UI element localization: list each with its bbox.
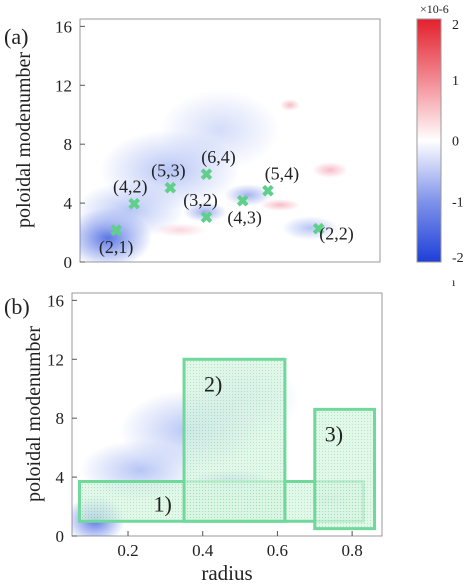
region-label: 2) — [204, 371, 222, 396]
mode-label: (2,1) — [99, 237, 134, 258]
mode-label: (4,3) — [227, 208, 262, 229]
panel-b-ylabel: poloidal modenumber — [23, 326, 45, 502]
mode-label: (5,4) — [265, 163, 300, 184]
y-tick-label: 8 — [64, 135, 73, 154]
y-tick-label: 0 — [64, 253, 73, 272]
y-tick-label: 4 — [64, 194, 73, 213]
mode-marker: ✖ — [164, 180, 177, 197]
colorbar-tick-label: 1 — [452, 74, 459, 89]
colorbar-tick-label: -2 — [452, 251, 464, 266]
heat-blob — [282, 216, 338, 240]
colorbar-scale — [416, 18, 442, 263]
panel-a-ylabel: poloidal modenumber — [13, 52, 35, 228]
region-label: 1) — [153, 491, 171, 516]
panel-a-heatmap — [80, 90, 348, 262]
heat-blob — [154, 223, 206, 237]
panel-a-mode-markers: ✖(2,1)✖(4,2) ✖(5,3) ✖(6,4)✖(3,2) ✖(4,3)✖(5,… — [99, 147, 354, 258]
heat-blob — [183, 202, 227, 222]
y-tick-label: 8 — [56, 409, 65, 428]
x-tick-label: 0.6 — [267, 541, 288, 560]
mode-marker: ✖ — [312, 222, 325, 239]
panel-b-x-ticks: 0.2 0.4 0.6 0.8 — [117, 531, 363, 560]
y-tick-label: 16 — [47, 291, 64, 310]
colorbar-bottom-mark: ı — [452, 275, 456, 289]
mode-label: (2,2) — [319, 224, 354, 245]
mode-label: (6,4) — [201, 147, 236, 168]
colorbar-multiplier: ×10-6 — [420, 2, 449, 16]
y-tick-label: 16 — [55, 17, 72, 36]
mode-label: (5,3) — [151, 160, 186, 181]
heat-blob — [280, 99, 300, 111]
x-tick-label: 0.4 — [192, 541, 214, 560]
mode-marker: ✖ — [200, 167, 213, 184]
panel-b-xlabel: radius — [201, 561, 252, 585]
panel-b: (b) 1) 2) 3) 0 4 8 12 16 0.2 0.4 0.6 0.8 poloidal… — [4, 291, 383, 585]
region-label: 3) — [325, 421, 343, 446]
panel-b-label: (b) — [4, 294, 30, 319]
region-box — [313, 407, 377, 531]
heat-blob — [312, 162, 348, 178]
y-tick-label: 4 — [56, 468, 65, 487]
colorbar-tick-label: -1 — [452, 195, 464, 210]
y-tick-label: 12 — [55, 76, 72, 95]
x-tick-label: 0.2 — [117, 541, 138, 560]
heat-blob — [224, 184, 272, 206]
y-tick-label: 12 — [47, 350, 64, 369]
colorbar-ticks: 2 1 0 -1 -2 — [452, 18, 464, 266]
heat-blob — [260, 199, 300, 211]
panel-b-y-ticks: 0 4 8 12 16 — [47, 291, 77, 546]
panel-b-regions: 1) 2) 3) — [77, 357, 377, 531]
colorbar-tick-label: 2 — [452, 18, 459, 33]
heat-blob — [160, 90, 280, 170]
mode-label: (3,2) — [183, 190, 218, 211]
region-box — [182, 357, 287, 523]
mode-marker: ✖ — [200, 210, 213, 227]
mode-marker: ✖ — [109, 223, 122, 240]
y-tick-label: 0 — [56, 527, 65, 546]
x-tick-label: 0.8 — [341, 541, 362, 560]
mode-marker: ✖ — [236, 194, 249, 211]
colorbar-tick-label: 0 — [452, 135, 459, 150]
panel-a-y-ticks: 0 4 8 12 16 — [55, 17, 85, 272]
mode-label: (4,2) — [113, 177, 148, 198]
mode-marker: ✖ — [261, 183, 274, 200]
panel-a-label: (a) — [4, 24, 28, 49]
mode-marker: ✖ — [128, 197, 141, 214]
colorbar: ×10-6 2 1 0 -1 -2 ı — [416, 2, 464, 289]
